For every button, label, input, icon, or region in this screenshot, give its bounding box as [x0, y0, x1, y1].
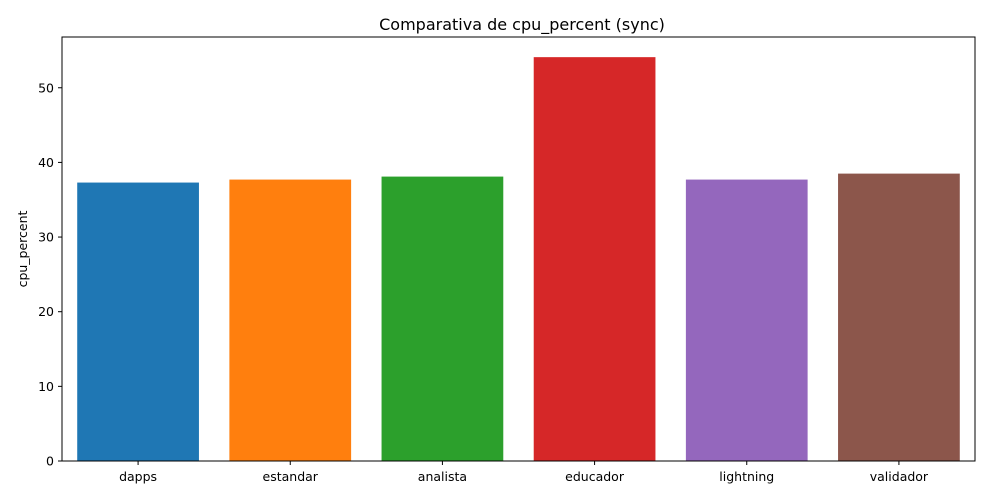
y-tick-label: 20: [38, 304, 54, 319]
bar-validador: [838, 173, 960, 461]
x-tick-label: validador: [870, 469, 929, 484]
y-tick-label: 10: [38, 379, 54, 394]
bar-lightning: [685, 179, 808, 462]
x-tick-label: estandar: [263, 469, 319, 484]
y-tick-label: 0: [46, 454, 54, 469]
y-tick-label: 50: [38, 80, 54, 95]
y-tick-label: 40: [38, 155, 54, 170]
bar-dapps: [77, 182, 199, 461]
y-tick-label: 30: [38, 230, 54, 245]
x-tick-label: lightning: [719, 469, 774, 484]
x-tick-label: dapps: [119, 469, 157, 484]
plot-area: dapps estandar analista educador lightning va…: [38, 36, 976, 484]
bar-estandar: [229, 179, 352, 462]
bar-educador: [533, 57, 656, 461]
bar-analista: [381, 176, 504, 461]
chart-title: Comparativa de cpu_percent (sync): [379, 15, 665, 35]
y-axis-label: cpu_percent: [15, 210, 30, 287]
x-tick-label: educador: [565, 469, 625, 484]
x-tick-label: analista: [418, 469, 467, 484]
plot-frame: [61, 36, 976, 462]
